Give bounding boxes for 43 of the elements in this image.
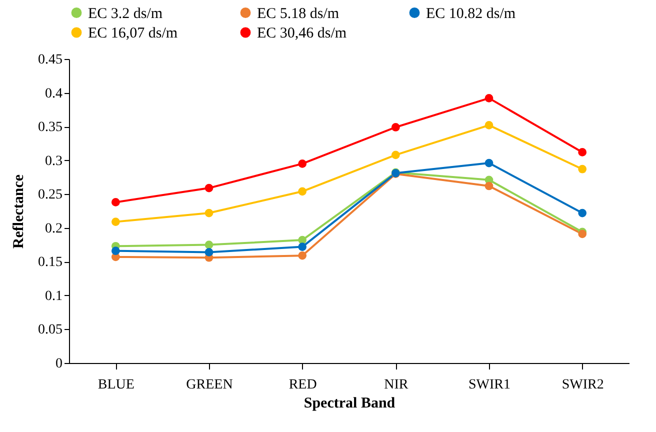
legend-label: EC 5.18 ds/m [257,6,340,22]
y-tick-label: 0.4 [45,86,62,102]
point [484,182,494,190]
point [484,121,494,130]
point [298,242,307,251]
point [391,150,400,160]
x-axis-title: Spectral Band [304,396,396,412]
point [298,251,307,260]
y-tick-label: 0.45 [38,52,62,68]
legend-label: EC 3.2 ds/m [88,6,163,22]
point [578,164,587,174]
point [111,218,120,226]
y-tick-label: 0.2 [45,221,62,236]
point [204,248,214,256]
point [298,160,307,168]
x-tick-label: RED [288,378,317,392]
point [111,198,120,206]
y-tick-label: 0.35 [38,120,62,136]
legend-label: EC 30,46 ds/m [257,26,347,42]
y-axis-title: Reflectance [11,174,27,249]
point [298,187,307,196]
x-tick-label: SWIR1 [468,378,510,392]
x-tick-label: NIR [384,378,409,392]
legend-label: EC 10.82 ds/m [426,6,516,22]
x-tick-label: GREEN [186,378,233,392]
x-tick-label: BLUE [98,378,134,392]
point [204,184,214,192]
y-tick-label: 0.3 [45,154,62,169]
point [484,158,494,168]
point [111,246,120,256]
y-tick-label: 0.05 [38,322,62,338]
y-tick-label: 0.25 [38,188,62,203]
point [578,208,587,218]
point [204,240,214,249]
y-tick-label: 0.1 [45,288,62,304]
point [484,94,494,102]
y-tick-label: 0.15 [38,255,62,270]
legend-label: EC 16,07 ds/m [88,26,178,42]
point [204,208,214,218]
point [578,148,587,156]
x-tick-label: SWIR2 [562,378,604,392]
point [391,123,400,132]
y-tick-label: 0 [56,356,62,372]
